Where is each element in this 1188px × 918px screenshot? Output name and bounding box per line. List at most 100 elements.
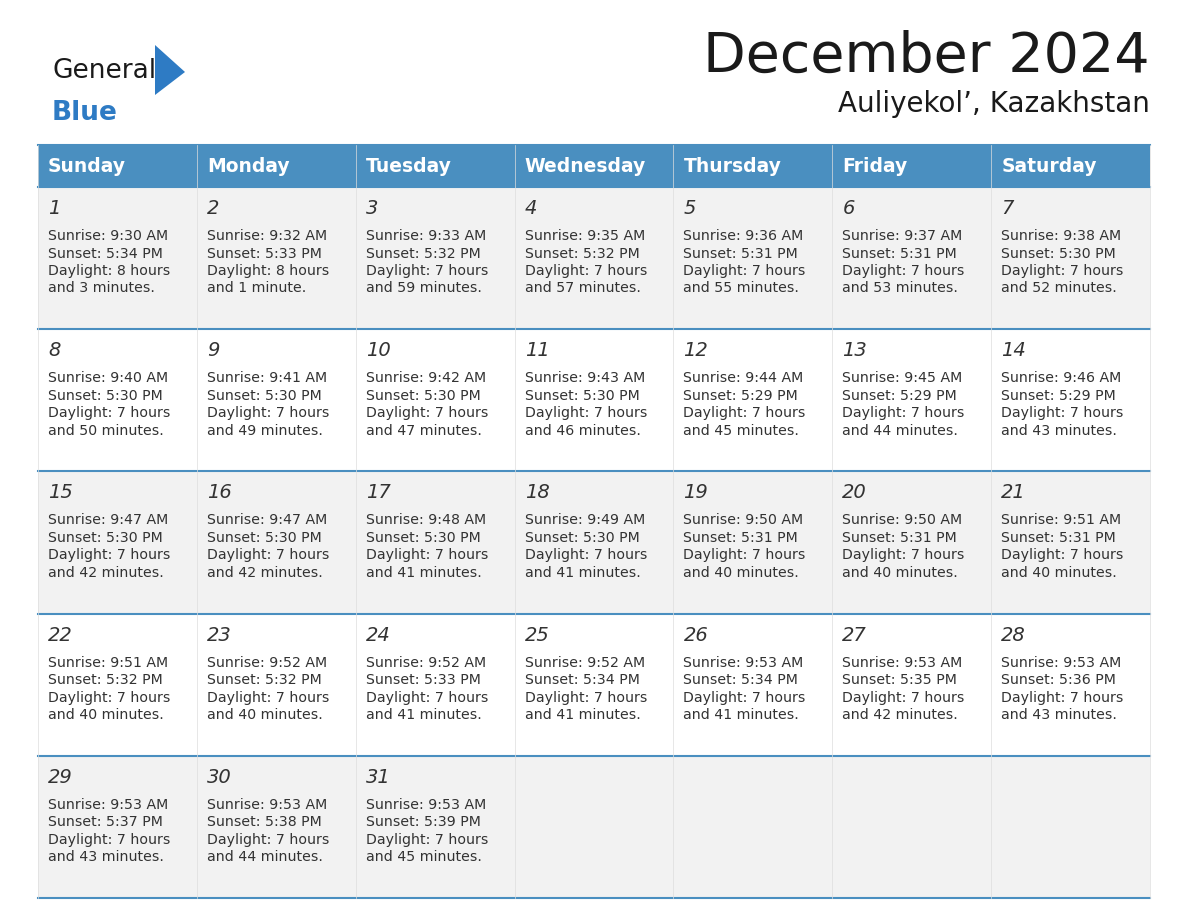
Text: Daylight: 7 hours: Daylight: 7 hours (1001, 690, 1124, 705)
Text: Daylight: 8 hours: Daylight: 8 hours (207, 264, 329, 278)
Text: Sunset: 5:30 PM: Sunset: 5:30 PM (1001, 247, 1116, 261)
Text: Sunset: 5:34 PM: Sunset: 5:34 PM (48, 247, 163, 261)
Text: Sunset: 5:30 PM: Sunset: 5:30 PM (366, 388, 480, 403)
Text: Daylight: 7 hours: Daylight: 7 hours (207, 690, 329, 705)
Text: Daylight: 7 hours: Daylight: 7 hours (842, 690, 965, 705)
Text: Sunset: 5:32 PM: Sunset: 5:32 PM (48, 673, 163, 687)
Text: Wednesday: Wednesday (525, 156, 646, 175)
Text: Daylight: 7 hours: Daylight: 7 hours (1001, 406, 1124, 420)
Text: Sunrise: 9:52 AM: Sunrise: 9:52 AM (525, 655, 645, 669)
Text: Thursday: Thursday (683, 156, 782, 175)
Text: 3: 3 (366, 199, 378, 218)
Text: Daylight: 7 hours: Daylight: 7 hours (842, 406, 965, 420)
Text: and 53 minutes.: and 53 minutes. (842, 282, 959, 296)
Text: and 52 minutes.: and 52 minutes. (1001, 282, 1117, 296)
Text: Daylight: 7 hours: Daylight: 7 hours (842, 548, 965, 563)
Text: and 41 minutes.: and 41 minutes. (366, 708, 481, 722)
Text: Sunrise: 9:49 AM: Sunrise: 9:49 AM (525, 513, 645, 528)
Text: Sunrise: 9:43 AM: Sunrise: 9:43 AM (525, 371, 645, 386)
Text: 13: 13 (842, 341, 867, 360)
Text: 31: 31 (366, 767, 391, 787)
Text: and 40 minutes.: and 40 minutes. (48, 708, 164, 722)
Text: Daylight: 7 hours: Daylight: 7 hours (683, 264, 805, 278)
Text: Sunset: 5:31 PM: Sunset: 5:31 PM (842, 531, 958, 545)
Text: Sunset: 5:29 PM: Sunset: 5:29 PM (842, 388, 958, 403)
Text: Daylight: 7 hours: Daylight: 7 hours (683, 406, 805, 420)
Text: Daylight: 7 hours: Daylight: 7 hours (48, 548, 170, 563)
Text: Sunset: 5:29 PM: Sunset: 5:29 PM (683, 388, 798, 403)
Text: 5: 5 (683, 199, 696, 218)
Text: Auliyekol’, Kazakhstan: Auliyekol’, Kazakhstan (838, 90, 1150, 118)
Text: 17: 17 (366, 484, 391, 502)
Text: and 55 minutes.: and 55 minutes. (683, 282, 800, 296)
Text: Daylight: 7 hours: Daylight: 7 hours (366, 690, 488, 705)
Text: Sunset: 5:30 PM: Sunset: 5:30 PM (207, 531, 322, 545)
Text: and 50 minutes.: and 50 minutes. (48, 424, 164, 438)
Text: Daylight: 7 hours: Daylight: 7 hours (366, 833, 488, 846)
Text: 8: 8 (48, 341, 61, 360)
Text: 20: 20 (842, 484, 867, 502)
Text: and 40 minutes.: and 40 minutes. (683, 565, 800, 580)
Text: Sunrise: 9:47 AM: Sunrise: 9:47 AM (48, 513, 169, 528)
Text: Sunset: 5:34 PM: Sunset: 5:34 PM (525, 673, 639, 687)
Text: Monday: Monday (207, 156, 290, 175)
Text: 23: 23 (207, 625, 232, 644)
Text: Saturday: Saturday (1001, 156, 1097, 175)
Text: Sunset: 5:33 PM: Sunset: 5:33 PM (366, 673, 481, 687)
Text: Sunset: 5:30 PM: Sunset: 5:30 PM (48, 531, 163, 545)
Text: Daylight: 7 hours: Daylight: 7 hours (683, 690, 805, 705)
Text: Sunset: 5:36 PM: Sunset: 5:36 PM (1001, 673, 1116, 687)
Bar (38, 613, 1150, 756)
Text: Sunset: 5:34 PM: Sunset: 5:34 PM (683, 673, 798, 687)
Bar (38, 756, 1150, 898)
Text: Tuesday: Tuesday (366, 156, 451, 175)
Text: and 59 minutes.: and 59 minutes. (366, 282, 481, 296)
Text: Sunrise: 9:53 AM: Sunrise: 9:53 AM (842, 655, 962, 669)
Text: 26: 26 (683, 625, 708, 644)
Text: Sunrise: 9:50 AM: Sunrise: 9:50 AM (683, 513, 803, 528)
Bar (38, 472, 1150, 613)
Text: Sunrise: 9:46 AM: Sunrise: 9:46 AM (1001, 371, 1121, 386)
Text: and 43 minutes.: and 43 minutes. (1001, 708, 1117, 722)
Text: and 40 minutes.: and 40 minutes. (842, 565, 958, 580)
Text: and 45 minutes.: and 45 minutes. (683, 424, 800, 438)
Text: and 1 minute.: and 1 minute. (207, 282, 307, 296)
Text: 18: 18 (525, 484, 549, 502)
Text: Sunrise: 9:53 AM: Sunrise: 9:53 AM (1001, 655, 1121, 669)
Text: and 45 minutes.: and 45 minutes. (366, 850, 481, 865)
Text: Sunset: 5:30 PM: Sunset: 5:30 PM (366, 531, 480, 545)
Text: Daylight: 7 hours: Daylight: 7 hours (48, 690, 170, 705)
Text: Sunset: 5:32 PM: Sunset: 5:32 PM (366, 247, 480, 261)
Text: Sunrise: 9:53 AM: Sunrise: 9:53 AM (366, 798, 486, 812)
Text: Sunrise: 9:53 AM: Sunrise: 9:53 AM (683, 655, 803, 669)
Text: 12: 12 (683, 341, 708, 360)
Text: 6: 6 (842, 199, 854, 218)
Text: Daylight: 7 hours: Daylight: 7 hours (525, 690, 647, 705)
Text: Sunset: 5:30 PM: Sunset: 5:30 PM (525, 531, 639, 545)
Text: and 47 minutes.: and 47 minutes. (366, 424, 481, 438)
Text: Sunset: 5:35 PM: Sunset: 5:35 PM (842, 673, 958, 687)
Text: and 41 minutes.: and 41 minutes. (525, 708, 640, 722)
Text: Sunrise: 9:38 AM: Sunrise: 9:38 AM (1001, 229, 1121, 243)
Text: and 3 minutes.: and 3 minutes. (48, 282, 154, 296)
Text: Sunset: 5:29 PM: Sunset: 5:29 PM (1001, 388, 1116, 403)
Text: Daylight: 7 hours: Daylight: 7 hours (366, 406, 488, 420)
Text: Sunset: 5:31 PM: Sunset: 5:31 PM (1001, 531, 1116, 545)
Text: 2: 2 (207, 199, 220, 218)
Text: Sunrise: 9:45 AM: Sunrise: 9:45 AM (842, 371, 962, 386)
Text: Sunrise: 9:52 AM: Sunrise: 9:52 AM (366, 655, 486, 669)
Text: 7: 7 (1001, 199, 1013, 218)
Text: 9: 9 (207, 341, 220, 360)
Text: Sunset: 5:31 PM: Sunset: 5:31 PM (683, 247, 798, 261)
Bar (38, 145, 1150, 187)
Text: Sunrise: 9:48 AM: Sunrise: 9:48 AM (366, 513, 486, 528)
Text: Sunrise: 9:52 AM: Sunrise: 9:52 AM (207, 655, 327, 669)
Text: Sunrise: 9:33 AM: Sunrise: 9:33 AM (366, 229, 486, 243)
Text: and 57 minutes.: and 57 minutes. (525, 282, 640, 296)
Text: Sunrise: 9:47 AM: Sunrise: 9:47 AM (207, 513, 327, 528)
Text: 14: 14 (1001, 341, 1026, 360)
Text: Daylight: 7 hours: Daylight: 7 hours (207, 833, 329, 846)
Text: Sunrise: 9:40 AM: Sunrise: 9:40 AM (48, 371, 169, 386)
Text: 16: 16 (207, 484, 232, 502)
Text: Sunrise: 9:36 AM: Sunrise: 9:36 AM (683, 229, 803, 243)
